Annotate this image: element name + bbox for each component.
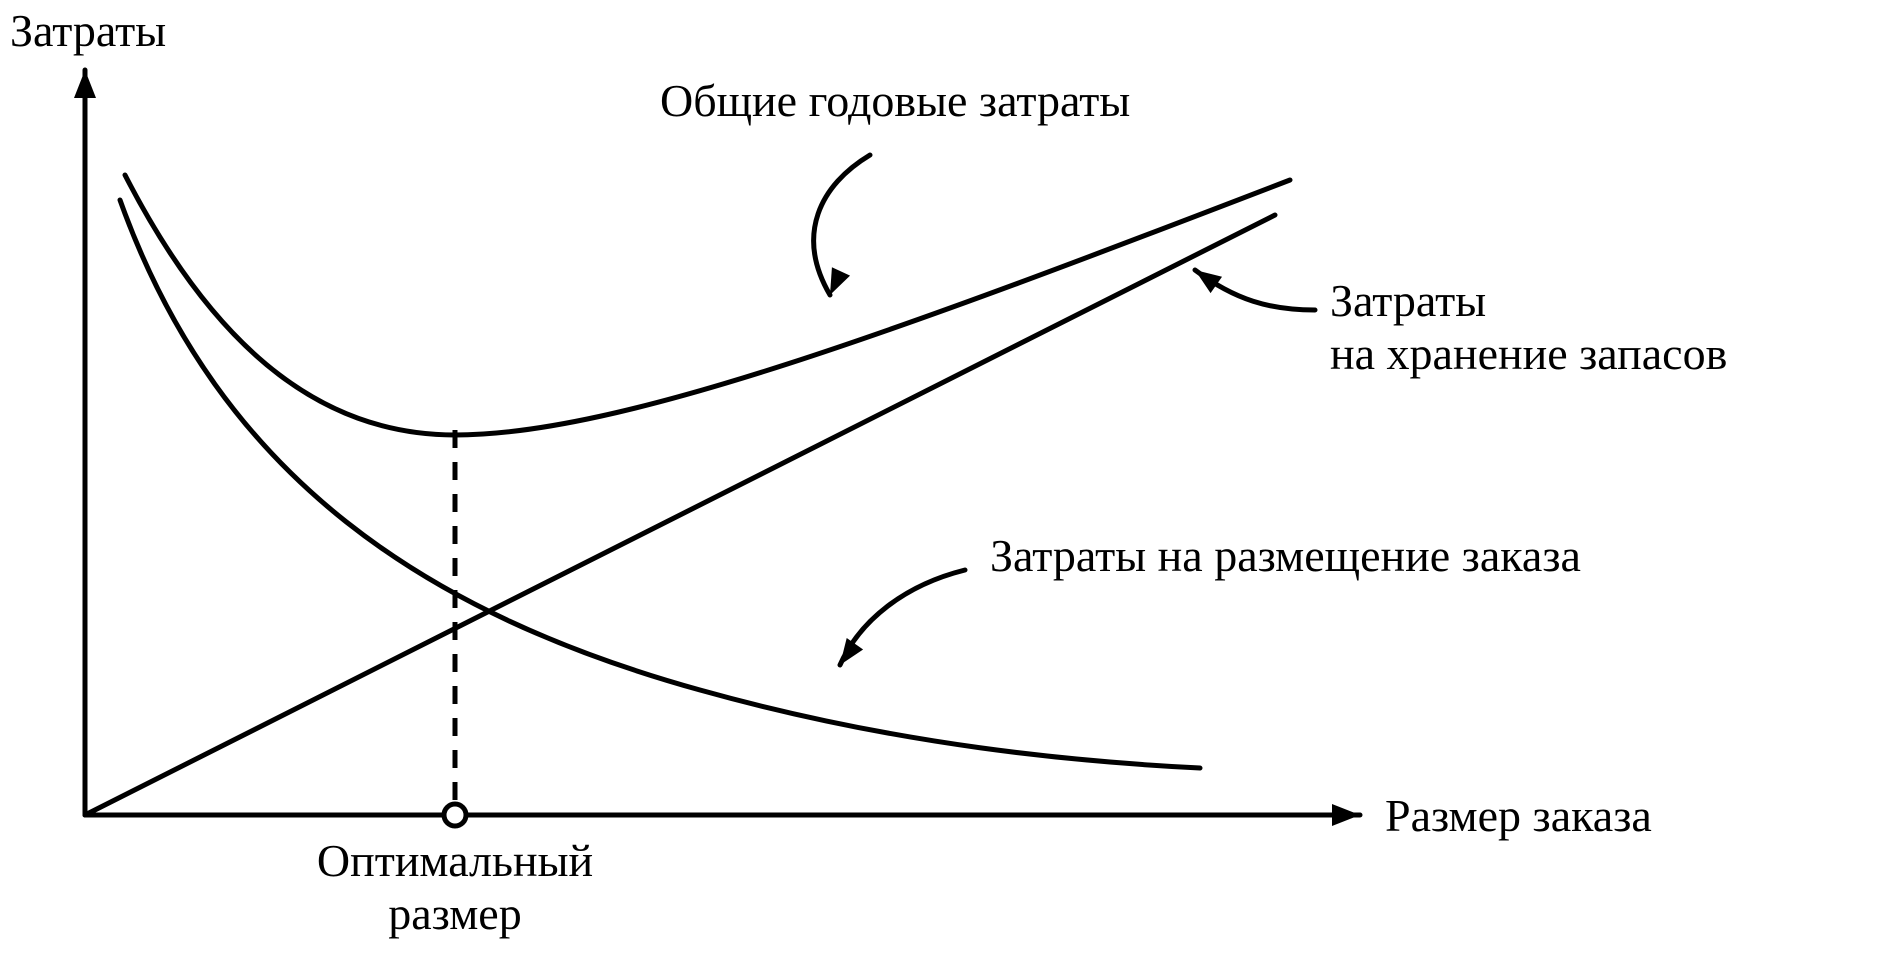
holding-cost-line xyxy=(85,215,1275,815)
optimal-size-label-line2: размер xyxy=(388,888,521,939)
x-axis-arrow-icon xyxy=(1332,804,1360,826)
holding-cost-label-line2: на хранение запасов xyxy=(1330,328,1727,379)
total-cost-curve xyxy=(125,175,1290,435)
ordering-cost-label: Затраты на размещение заказа xyxy=(990,530,1581,583)
ordering-cost-curve xyxy=(120,200,1200,768)
holding-cost-label-line1: Затраты xyxy=(1330,275,1486,326)
y-axis-label: Затраты xyxy=(10,5,166,58)
ordering-cost-pointer-arrow-icon xyxy=(840,638,863,665)
x-axis-label: Размер заказа xyxy=(1385,790,1652,843)
axes xyxy=(85,70,1360,815)
holding-cost-label: Затраты на хранение запасов xyxy=(1330,275,1727,381)
optimal-marker-icon xyxy=(444,804,466,826)
holding-cost-pointer-arrow-icon xyxy=(1195,270,1222,293)
total-cost-label: Общие годовые затраты xyxy=(660,75,1130,128)
optimal-size-label: Оптимальный размер xyxy=(317,835,593,941)
y-axis-arrow-icon xyxy=(74,70,96,98)
optimal-size-label-line1: Оптимальный xyxy=(317,835,593,886)
total-cost-pointer-arrow-icon xyxy=(830,267,850,295)
